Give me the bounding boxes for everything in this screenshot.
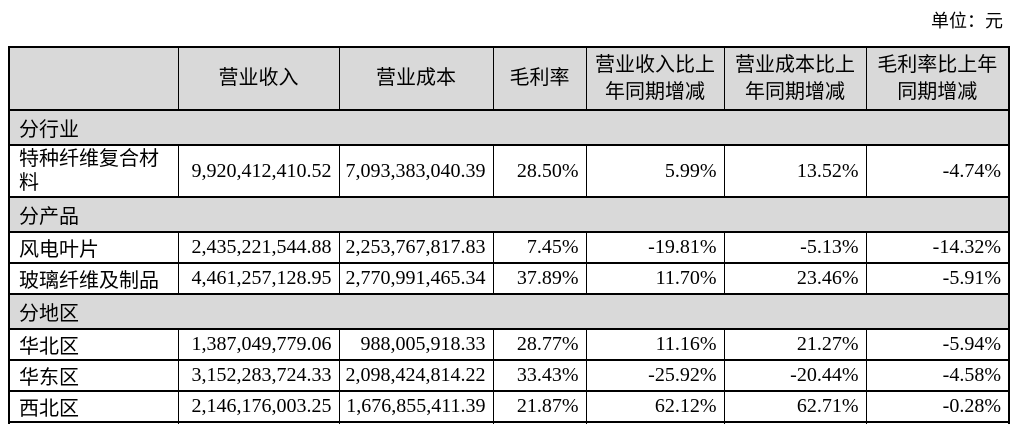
cell-margin-yoy: -5.94% [865,328,1010,361]
cell-cost: 7,093,383,040.39 [338,144,494,198]
cell-margin-yoy: -14.32% [865,231,1010,264]
cell-cost-yoy: 13.52% [723,144,867,198]
cell-revenue-yoy: 11.16% [585,328,725,361]
cell-margin-yoy: -0.28% [865,390,1010,423]
cell-margin-yoy: -5.91% [865,262,1010,295]
cell-cost: 988,005,918.33 [338,328,494,361]
cell-revenue-yoy: 5.99% [585,144,725,198]
section-row-by-region: 分地区 [8,293,1010,330]
cell-cost-yoy: 23.46% [723,262,867,295]
row-label: 华东区 [8,359,179,392]
section-label: 分产品 [8,196,1010,233]
segment-report-table: 营业收入 营业成本 毛利率 营业收入比上 年同期增减 营业成本比上 年同期增减 … [8,46,1010,424]
column-header-gross-margin: 毛利率 [492,46,587,111]
section-row-by-industry: 分行业 [8,109,1010,146]
cell-margin-yoy: -4.74% [865,144,1010,198]
cell-revenue: 4,461,257,128.95 [177,262,340,295]
section-label: 分行业 [8,109,1010,146]
cell-revenue-yoy: -25.92% [585,359,725,392]
cell-revenue-yoy: -19.81% [585,231,725,264]
cell-gross-margin: 21.87% [492,390,587,423]
header-row: 营业收入 营业成本 毛利率 营业收入比上 年同期增减 营业成本比上 年同期增减 … [8,46,1010,111]
table-row-east-china: 华东区 3,152,283,724.33 2,098,424,814.22 33… [8,359,1010,392]
cell-cost: 2,770,991,465.34 [338,262,494,295]
unit-label: 单位：元 [931,11,1003,31]
cell-cost: 2,098,424,814.22 [338,359,494,392]
cell-cost-yoy: -5.13% [723,231,867,264]
cell-gross-margin: 33.43% [492,359,587,392]
cell-margin-yoy: -4.58% [865,359,1010,392]
cell-cost: 2,253,767,817.83 [338,231,494,264]
row-label: 西北区 [8,390,179,423]
table-row-special-fiber: 特种纤维复合材料 9,920,412,410.52 7,093,383,040.… [8,144,1010,198]
cell-revenue: 9,920,412,410.52 [177,144,340,198]
cell-margin-yoy: 1.46% [865,421,1010,424]
column-header-revenue: 营业收入 [177,46,340,111]
cell-revenue-yoy: 62.12% [585,390,725,423]
cell-cost-yoy: -20.44% [723,359,867,392]
table-row-north-china: 华北区 1,387,049,779.06 988,005,918.33 28.7… [8,328,1010,361]
row-label: 玻璃纤维及制品 [8,262,179,295]
row-label: 风电叶片 [8,231,179,264]
column-header-empty [8,46,179,111]
row-label: 特种纤维复合材料 [8,144,179,198]
table-row-northwest: 西北区 2,146,176,003.25 1,676,855,411.39 21… [8,390,1010,423]
cell-cost-yoy: 62.71% [723,390,867,423]
cell-cost-yoy: 21.27% [723,328,867,361]
table-row-overseas: 国外 1,643,383,836.66 1,102,983,764.33 32.… [8,421,1010,424]
table-row-wind-blades: 风电叶片 2,435,221,544.88 2,253,767,817.83 7… [8,231,1010,264]
cell-cost: 1,676,855,411.39 [338,390,494,423]
cell-gross-margin: 7.45% [492,231,587,264]
cell-gross-margin: 37.89% [492,262,587,295]
cell-revenue: 2,146,176,003.25 [177,390,340,423]
section-label: 分地区 [8,293,1010,330]
cell-gross-margin: 28.50% [492,144,587,198]
cell-revenue: 3,152,283,724.33 [177,359,340,392]
table-row-glass-fiber: 玻璃纤维及制品 4,461,257,128.95 2,770,991,465.3… [8,262,1010,295]
column-header-cost-yoy: 营业成本比上 年同期增减 [723,46,867,111]
cell-revenue: 1,387,049,779.06 [177,328,340,361]
cell-revenue-yoy: 11.70% [585,262,725,295]
section-row-by-product: 分产品 [8,196,1010,233]
row-label: 华北区 [8,328,179,361]
column-header-margin-yoy: 毛利率比上年 同期增减 [865,46,1010,111]
cell-revenue: 2,435,221,544.88 [177,231,340,264]
column-header-cost: 营业成本 [338,46,494,111]
cell-gross-margin: 28.77% [492,328,587,361]
column-header-revenue-yoy: 营业收入比上 年同期增减 [585,46,725,111]
